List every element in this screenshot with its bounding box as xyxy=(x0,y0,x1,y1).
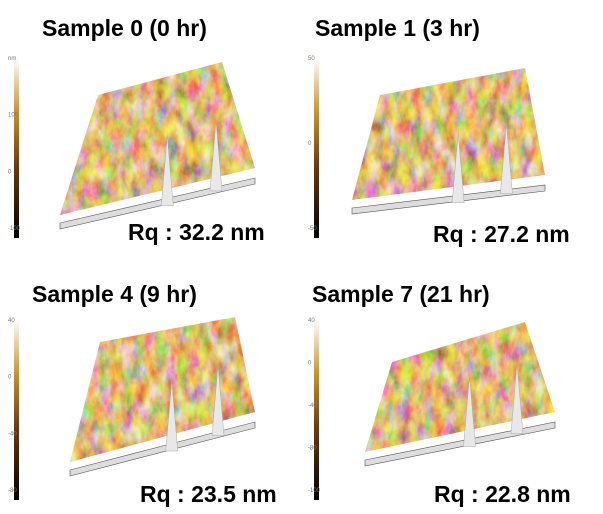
scale-label: 50 xyxy=(308,56,315,62)
panel-title: Sample 4 (9 hr) xyxy=(32,281,197,307)
panel-title: Sample 7 (21 hr) xyxy=(312,281,490,307)
roughness-label: Rq : 23.5 nm xyxy=(140,481,277,507)
roughness-label: Rq : 32.2 nm xyxy=(128,219,265,245)
scale-label: -100 xyxy=(8,226,21,232)
scale-label: -40 xyxy=(308,403,317,409)
scale-label: 40 xyxy=(308,318,315,324)
roughness-label: Rq : 27.2 nm xyxy=(433,221,570,247)
scale-label: 0 xyxy=(8,169,12,175)
scale-label: -80 xyxy=(8,488,17,494)
scale-label: 0 xyxy=(308,141,312,147)
color-bar xyxy=(314,320,319,500)
scale-label: 40 xyxy=(8,318,15,324)
scale-label: nm xyxy=(8,56,16,62)
panel-title: Sample 1 (3 hr) xyxy=(315,15,480,41)
color-bar xyxy=(14,320,19,500)
scale-label: -100 xyxy=(308,488,321,494)
color-bar xyxy=(14,58,19,238)
scale-label: -40 xyxy=(8,431,17,437)
scale-label: 0 xyxy=(308,361,312,367)
color-bar xyxy=(314,58,319,238)
scale-label: -80 xyxy=(308,446,317,452)
scale-label: 0 xyxy=(8,375,12,381)
figure: nm 100 0 -100 Sample 0 (0 hr) Rq : 32.2 nm 50 0… xyxy=(0,0,603,514)
roughness-label: Rq : 22.8 nm xyxy=(434,481,571,507)
scale-label: -50 xyxy=(308,226,317,232)
panel-title: Sample 0 (0 hr) xyxy=(42,15,207,41)
scale-label: 100 xyxy=(8,113,19,119)
